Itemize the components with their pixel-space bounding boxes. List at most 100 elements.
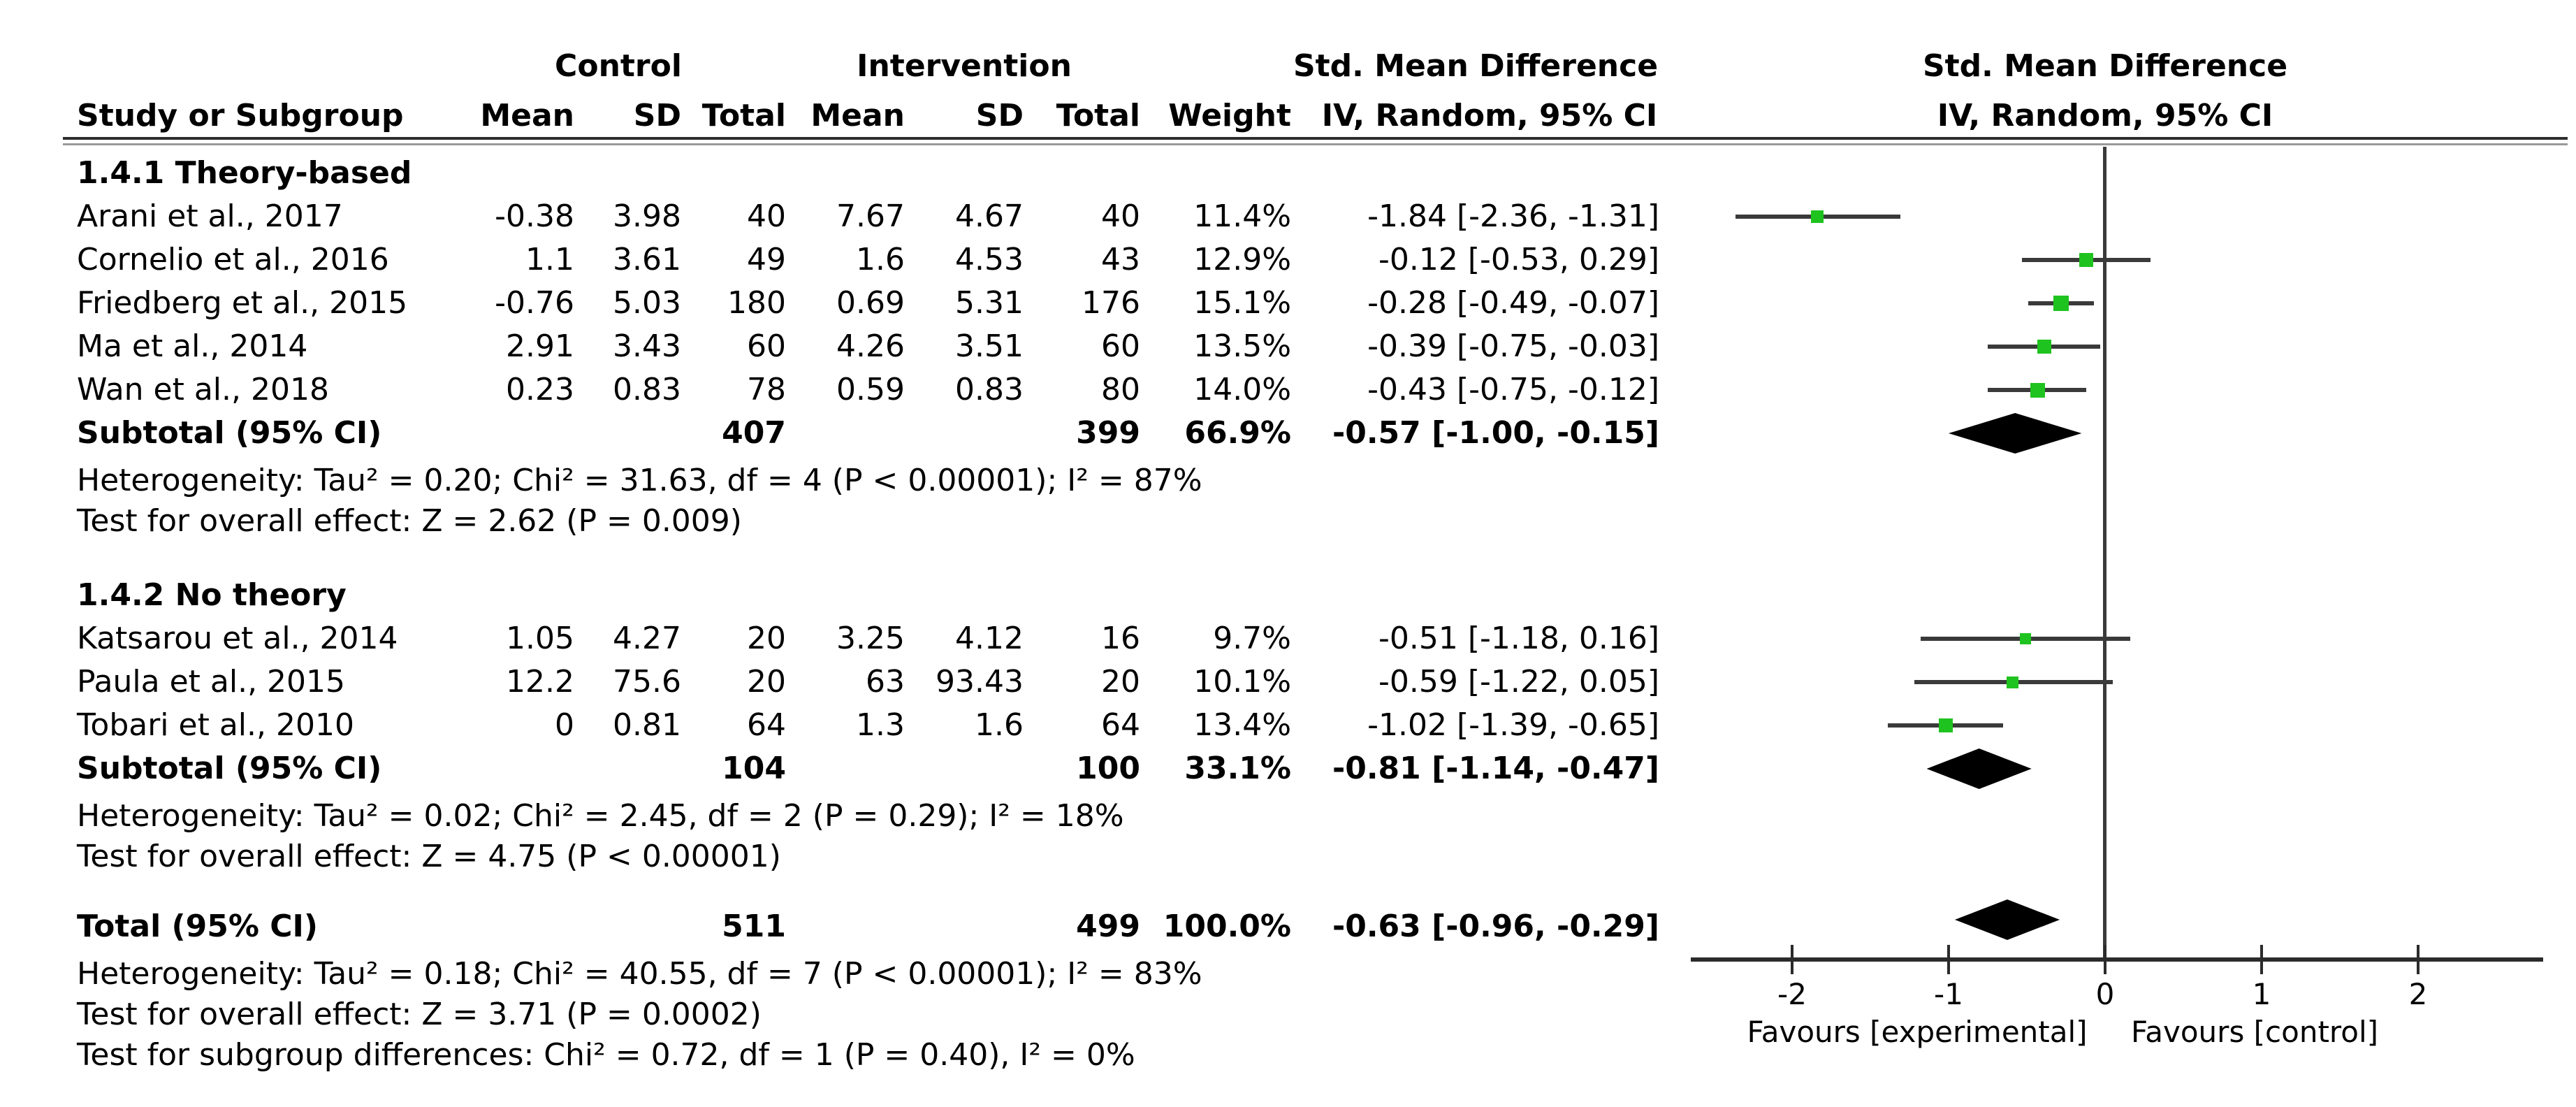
x-tick-1 xyxy=(2260,945,2263,974)
section-1-study-5-label: Wan et al., 2018 xyxy=(77,372,329,407)
iv-plot-column-header: IV, Random, 95% CI xyxy=(1937,98,2273,133)
section-1-study-3-c_sd: 5.03 xyxy=(613,285,681,321)
section-2-study-1-label: Katsarou et al., 2014 xyxy=(77,621,398,656)
section-2-subtotal-c_total: 104 xyxy=(722,751,786,786)
section-1-study-2-label: Cornelio et al., 2016 xyxy=(77,242,389,277)
header-rule-light xyxy=(63,143,2568,145)
section-2-study-2-point-marker xyxy=(2007,676,2019,688)
section-2-study-1-weight: 9.7% xyxy=(1213,621,1291,656)
section-1-study-4-c_sd: 3.43 xyxy=(613,328,681,364)
section-2-study-2-ci_text: -0.59 [-1.22, 0.05] xyxy=(1378,664,1659,700)
section-2-study-2-label: Paula et al., 2015 xyxy=(77,664,346,700)
section-2-study-3-label: Tobari et al., 2010 xyxy=(77,707,354,743)
section-2-study-1-c_sd: 4.27 xyxy=(613,621,681,656)
section-1-study-4-i_sd: 3.51 xyxy=(955,328,1024,364)
section-1-study-5-c_total: 78 xyxy=(747,372,786,407)
section-2-study-2-i_total: 20 xyxy=(1101,664,1140,700)
x-tick--2 xyxy=(1791,945,1793,974)
intervention-mean-column-header: Mean xyxy=(810,98,905,133)
section-1-title: 1.4.1 Theory-based xyxy=(77,155,412,191)
zero-effect-line xyxy=(2103,147,2106,959)
section-1-study-1-i_mean: 7.67 xyxy=(836,198,905,234)
total-i_total: 499 xyxy=(1076,909,1140,944)
section-1-study-4-c_mean: 2.91 xyxy=(506,328,574,364)
section-2-study-3: Tobari et al., 2010 0 0.81 64 1.3 1.6 64 13.4% -… xyxy=(0,704,2576,747)
section-2-subtotal-weight: 33.1% xyxy=(1184,751,1291,786)
header-rule-dark xyxy=(63,137,2568,140)
section-2-study-3-c_total: 64 xyxy=(747,707,786,743)
section-1-study-4-i_total: 60 xyxy=(1101,328,1140,364)
section-2-study-2-i_sd: 93.43 xyxy=(936,664,1024,700)
section-2-study-2-c_total: 20 xyxy=(747,664,786,700)
smd-plot-header: Std. Mean Difference xyxy=(1922,48,2288,84)
favours-control-label: Favours [control] xyxy=(2130,1015,2379,1049)
section-1-heterogeneity: Heterogeneity: Tau² = 0.20; Chi² = 31.63… xyxy=(77,463,1202,498)
section-1-study-2-c_sd: 3.61 xyxy=(613,242,681,277)
x-tick-label-1: 1 xyxy=(2252,977,2271,1011)
section-2-study-1-ci_text: -0.51 [-1.18, 0.16] xyxy=(1378,621,1659,656)
section-2-study-2-c_sd: 75.6 xyxy=(613,664,681,700)
total-weight: 100.0% xyxy=(1163,909,1291,944)
section-1-study-2-c_total: 49 xyxy=(747,242,786,277)
section-1-study-2-weight: 12.9% xyxy=(1193,242,1291,277)
section-1-subtotal-label: Subtotal (95% CI) xyxy=(77,415,382,451)
section-1-study-1-c_mean: -0.38 xyxy=(495,198,574,234)
group-header-row: Control Intervention Std. Mean Differenc… xyxy=(0,45,2576,88)
total-heterogeneity: Heterogeneity: Tau² = 0.18; Chi² = 40.55… xyxy=(77,956,1202,992)
section-1-study-3-ci_text: -0.28 [-0.49, -0.07] xyxy=(1367,285,1659,321)
control-mean-column-header: Mean xyxy=(480,98,574,133)
section-1-study-2-point-marker xyxy=(2079,253,2094,267)
section-1-study-5-i_total: 80 xyxy=(1101,372,1140,407)
section-2-study-2-c_mean: 12.2 xyxy=(506,664,574,700)
section-2-study-3-i_mean: 1.3 xyxy=(856,707,905,743)
section-1-study-5-c_mean: 0.23 xyxy=(506,372,574,407)
x-tick-0 xyxy=(2104,945,2106,974)
total-label: Total (95% CI) xyxy=(77,909,319,944)
section-2-study-1-i_total: 16 xyxy=(1101,621,1140,656)
section-2-title: 1.4.2 No theory xyxy=(77,577,347,613)
section-2-study-1-point-marker xyxy=(2019,633,2031,644)
section-1-study-4-i_mean: 4.26 xyxy=(836,328,905,364)
smd-table-header: Std. Mean Difference xyxy=(1293,48,1659,84)
section-2-study-3-ci_text: -1.02 [-1.39, -0.65] xyxy=(1367,707,1659,743)
column-header-row: Study or Subgroup Mean SD Total Mean SD … xyxy=(0,94,2576,138)
section-1-study-4-weight: 13.5% xyxy=(1193,328,1291,364)
section-1-study-3-i_sd: 5.31 xyxy=(955,285,1024,321)
section-1-subtotal-c_total: 407 xyxy=(722,415,786,451)
section-1-subtotal: Subtotal (95% CI) 407 399 66.9% -0.57 [-1.00… xyxy=(0,412,2576,455)
intervention-sd-column-header: SD xyxy=(975,98,1024,133)
total: Total (95% CI) 511 499 100.0% -0.63 [-0.96, … xyxy=(0,905,2576,948)
section-1-study-5-weight: 14.0% xyxy=(1193,372,1291,407)
x-tick-label--1: -1 xyxy=(1934,977,1963,1011)
section-2-study-1-i_mean: 3.25 xyxy=(836,621,905,656)
section-2-study-3-point-marker xyxy=(1938,718,1953,732)
section-2-study-1-i_sd: 4.12 xyxy=(955,621,1024,656)
section-2-heterogeneity: Heterogeneity: Tau² = 0.02; Chi² = 2.45,… xyxy=(77,798,1124,834)
section-2-subtotal-label: Subtotal (95% CI) xyxy=(77,751,382,786)
section-1-subtotal-i_total: 399 xyxy=(1076,415,1140,451)
section-1-study-3-i_mean: 0.69 xyxy=(836,285,905,321)
section-2-subtotal-ci_text: -0.81 [-1.14, -0.47] xyxy=(1332,751,1659,786)
control-group-header: Control xyxy=(555,48,682,84)
section-1-study-1-point-marker xyxy=(1810,210,1824,223)
section-1-study-3-c_total: 180 xyxy=(727,285,786,321)
section-1-study-2-i_mean: 1.6 xyxy=(856,242,905,277)
section-1-study-1: Arani et al., 2017 -0.38 3.98 40 7.67 4.67 40 1… xyxy=(0,195,2576,238)
subgroup-differences-test: Test for subgroup differences: Chi² = 0.… xyxy=(77,1037,1135,1073)
section-1-study-1-i_sd: 4.67 xyxy=(955,198,1024,234)
total-c_total: 511 xyxy=(722,909,786,944)
section-2-study-3-c_mean: 0 xyxy=(555,707,574,743)
section-1-study-2: Cornelio et al., 2016 1.1 3.61 49 1.6 4.53 43 1… xyxy=(0,238,2576,282)
section-1-study-5-point-marker xyxy=(2030,382,2046,398)
intervention-total-column-header: Total xyxy=(1056,98,1140,133)
section-1-study-4: Ma et al., 2014 2.91 3.43 60 4.26 3.51 60 13.5%… xyxy=(0,325,2576,368)
section-1-study-3-weight: 15.1% xyxy=(1193,285,1291,321)
section-1-study-4-point-marker xyxy=(2037,340,2051,354)
section-1-study-4-label: Ma et al., 2014 xyxy=(77,328,308,364)
x-axis-line xyxy=(1691,957,2543,962)
section-1-study-5-i_sd: 0.83 xyxy=(955,372,1024,407)
section-2-study-1-c_mean: 1.05 xyxy=(506,621,574,656)
section-1-study-4-c_total: 60 xyxy=(747,328,786,364)
section-1-study-1-weight: 11.4% xyxy=(1193,198,1291,234)
total-overall-effect-test: Test for overall effect: Z = 3.71 (P = 0… xyxy=(77,997,762,1032)
